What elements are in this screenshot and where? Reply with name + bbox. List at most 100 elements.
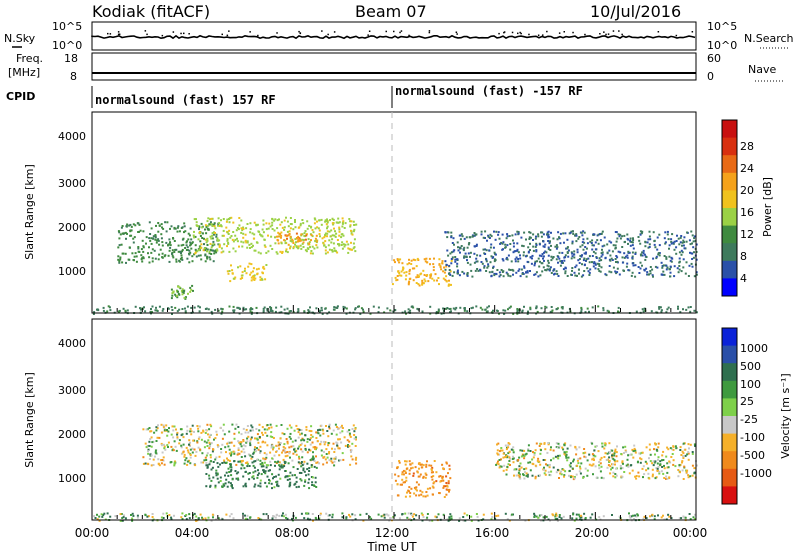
heatmap-cell <box>608 442 611 445</box>
heatmap-cell <box>649 238 652 241</box>
heatmap-cell <box>692 240 695 243</box>
heatmap-cell <box>529 450 532 452</box>
heatmap-cell <box>224 446 227 449</box>
heatmap-cell <box>639 457 642 460</box>
heatmap-cell <box>133 255 136 258</box>
heatmap-cell <box>628 251 631 254</box>
heatmap-cell <box>512 245 515 248</box>
heatmap-cell <box>542 516 545 519</box>
heatmap-cell <box>205 247 208 250</box>
heatmap-cell <box>628 472 631 475</box>
heatmap-cell <box>458 274 461 277</box>
heatmap-cell <box>155 224 157 227</box>
heatmap-cell <box>402 473 405 476</box>
heatmap-cell <box>350 449 353 452</box>
heatmap-cell <box>422 282 425 285</box>
heatmap-cell <box>289 310 292 312</box>
nsearch-point <box>399 31 401 34</box>
heatmap-cell <box>399 258 402 261</box>
heatmap-cell <box>416 471 419 474</box>
heatmap-cell <box>323 440 326 443</box>
freq-panel-frame <box>91 52 697 81</box>
heatmap-cell <box>651 468 654 471</box>
heatmap-cell <box>329 235 332 238</box>
heatmap-cell <box>522 474 525 477</box>
heatmap-cell <box>546 451 549 454</box>
nsearch-point <box>367 34 369 36</box>
heatmap-cell <box>406 491 408 494</box>
heatmap-cell <box>679 446 682 449</box>
heatmap-cell <box>324 240 327 243</box>
heatmap-cell <box>557 255 560 258</box>
heatmap-cell <box>206 237 209 240</box>
heatmap-cell <box>338 243 341 246</box>
heatmap-cell <box>247 265 250 268</box>
heatmap-cell <box>532 239 534 241</box>
heatmap-cell <box>166 429 168 431</box>
heatmap-cell <box>619 464 622 467</box>
heatmap-cell <box>396 275 399 277</box>
heatmap-cell <box>262 469 265 472</box>
heatmap-cell <box>338 447 341 450</box>
cpid-segment-1: normalsound (fast) 157 RF <box>95 93 276 107</box>
heatmap-cell <box>247 453 250 456</box>
heatmap-cell <box>451 256 454 259</box>
heatmap-cell <box>518 469 521 472</box>
heatmap-cell <box>207 433 209 436</box>
heatmap-cell <box>422 495 425 498</box>
heatmap-cell <box>187 232 190 235</box>
heatmap-cell <box>550 446 552 449</box>
heatmap-cell <box>536 310 539 313</box>
heatmap-cell <box>663 467 666 470</box>
heatmap-cell <box>404 472 407 474</box>
heatmap-cell <box>279 477 282 480</box>
heatmap-cell <box>567 456 570 459</box>
heatmap-cell <box>598 516 601 519</box>
heatmap-cell <box>571 517 574 520</box>
heatmap-cell <box>691 265 694 268</box>
heatmap-cell <box>318 518 320 521</box>
heatmap-cell <box>248 262 251 265</box>
heatmap-cell <box>273 476 276 478</box>
heatmap-cell <box>687 451 690 454</box>
heatmap-cell <box>547 261 550 264</box>
heatmap-cell <box>490 512 493 515</box>
heatmap-cell <box>515 468 518 471</box>
heatmap-cell <box>348 429 351 432</box>
heatmap-cell <box>254 446 256 449</box>
heatmap-cell <box>240 460 243 463</box>
heatmap-cell <box>191 255 194 258</box>
heatmap-cell <box>628 269 631 272</box>
heatmap-cell <box>245 272 248 275</box>
heatmap-cell <box>561 306 564 308</box>
heatmap-cell <box>617 233 620 236</box>
heatmap-cell <box>428 519 431 522</box>
heatmap-cell <box>205 454 208 457</box>
heatmap-cell <box>338 221 341 224</box>
heatmap-cell <box>589 268 592 271</box>
heatmap-cell <box>240 450 243 453</box>
heatmap-cell <box>330 229 333 232</box>
heatmap-cell <box>581 263 583 266</box>
heatmap-cell <box>283 465 286 468</box>
heatmap-cell <box>648 457 650 460</box>
heatmap-cell <box>261 431 263 434</box>
heatmap-cell <box>234 427 237 430</box>
heatmap-cell <box>579 467 582 470</box>
heatmap-cell <box>189 454 192 456</box>
heatmap-cell <box>216 462 219 465</box>
heatmap-cell <box>652 257 655 260</box>
heatmap-cell <box>639 461 642 464</box>
heatmap-cell <box>214 308 217 311</box>
heatmap-cell <box>515 256 518 259</box>
heatmap-cell <box>463 246 466 249</box>
nsearch-point <box>503 31 506 33</box>
power-cb-tick-4: 4 <box>740 272 747 285</box>
heatmap-cell <box>282 449 285 452</box>
heatmap-cell <box>641 451 644 454</box>
heatmap-cell <box>230 453 233 456</box>
heatmap-cell <box>638 475 641 478</box>
heatmap-cell <box>658 307 661 310</box>
heatmap-cell <box>256 433 259 436</box>
heatmap-cell <box>519 462 522 465</box>
